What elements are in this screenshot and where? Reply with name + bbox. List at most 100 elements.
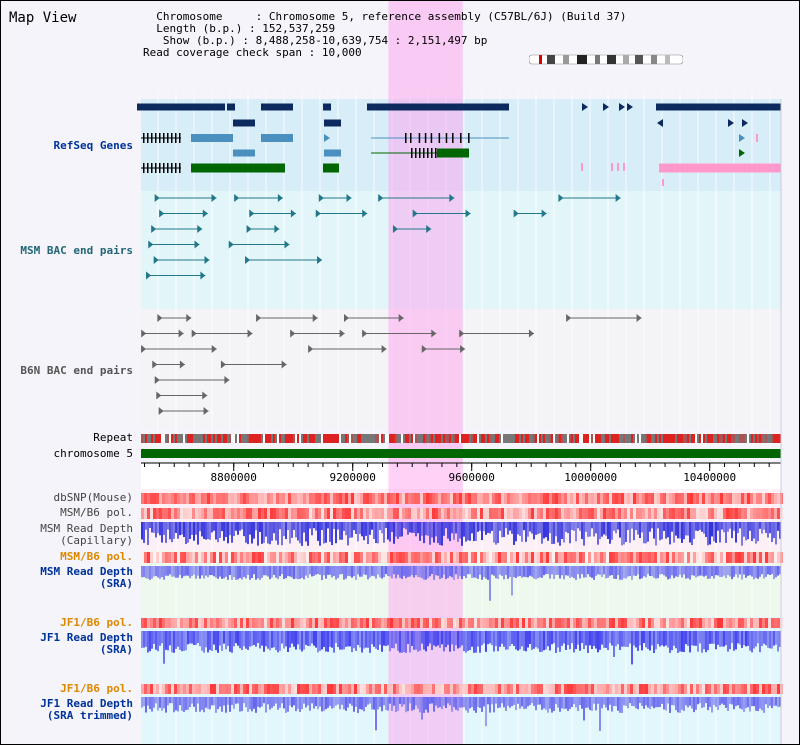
read-depth-bar [721, 522, 723, 530]
read-depth-bar [361, 631, 363, 653]
polymorphism-cell [225, 508, 228, 519]
polymorphism-cell [666, 618, 669, 628]
polymorphism-cell [528, 493, 531, 504]
read-depth-bar [571, 631, 573, 644]
read-depth-bar [685, 631, 687, 645]
read-depth-bar [449, 631, 451, 652]
polymorphism-cell [639, 552, 642, 563]
length-value: 152,537,259 [262, 22, 336, 35]
polymorphism-cell [681, 552, 684, 563]
read-depth-bar [311, 522, 313, 536]
repeat-element [415, 434, 417, 443]
read-depth-bar [239, 631, 241, 649]
chromosome-ideogram[interactable] [529, 54, 683, 65]
polymorphism-cell [360, 684, 363, 694]
polymorphism-cell [153, 508, 156, 519]
polymorphism-cell [207, 508, 210, 519]
read-depth-bar [289, 631, 291, 648]
bac-end-marker [191, 329, 197, 338]
polymorphism-cell [765, 552, 768, 563]
read-depth-bar [697, 522, 699, 531]
read-depth-bar [423, 566, 425, 580]
read-depth-bar [285, 697, 287, 713]
read-depth-bar [485, 522, 487, 535]
polymorphism-cell [645, 493, 648, 504]
polymorphism-cell [768, 618, 771, 628]
repeat-element [311, 434, 313, 443]
read-depth-bar [633, 522, 635, 541]
read-depth-bar [469, 631, 471, 651]
repeat-element [653, 434, 655, 443]
polymorphism-cell [288, 618, 291, 628]
polymorphism-cell [408, 684, 411, 694]
polymorphism-cell [702, 493, 705, 504]
read-depth-bar [723, 522, 725, 533]
read-depth-bar [685, 697, 687, 706]
read-depth-bar [571, 566, 573, 577]
read-depth-bar [331, 522, 333, 546]
polymorphism-cell [534, 552, 537, 563]
read-depth-bar [541, 566, 543, 578]
read-depth-bar [507, 566, 509, 579]
read-depth-bar [251, 697, 253, 712]
polymorphism-cell [735, 684, 738, 694]
repeat-element [657, 434, 659, 443]
read-depth-bar [229, 522, 231, 536]
polymorphism-cell [600, 508, 603, 519]
read-depth-bar [437, 697, 439, 708]
read-depth-bar [381, 697, 383, 712]
read-depth-bar [459, 522, 461, 539]
read-depth-bar [159, 631, 161, 646]
repeat-element [575, 434, 577, 443]
repeat-element [231, 434, 233, 443]
polymorphism-cell [309, 552, 312, 563]
bac-end-marker [392, 225, 398, 233]
read-depth-bar [401, 631, 403, 653]
read-depth-bar [407, 522, 409, 535]
strand-arrow [742, 119, 748, 127]
repeat-element [261, 434, 263, 443]
read-depth-bar [559, 566, 561, 579]
repeat-element [699, 434, 701, 443]
repeat-element [723, 434, 725, 443]
read-depth-bar [741, 566, 743, 580]
read-depth-bar [355, 522, 357, 534]
gene-exon [430, 133, 433, 143]
polymorphism-cell [327, 618, 330, 628]
position-axis: 8800000 9200000 9600000 10000000 10400000 [141, 462, 781, 484]
polymorphism-cell [540, 618, 543, 628]
read-depth-bar [361, 697, 363, 710]
read-depth-bar [577, 566, 579, 575]
repeat-element [727, 434, 729, 443]
read-depth-bar [345, 697, 347, 711]
read-depth-bar [389, 631, 391, 652]
bac-end-marker [378, 194, 384, 202]
track-label-jf1-depth-trimmed: JF1 Read Depth [40, 697, 133, 710]
repeat-element [413, 434, 415, 443]
read-depth-bar [375, 697, 377, 731]
bac-end-marker [290, 329, 296, 338]
read-depth-bar [319, 697, 321, 707]
gene-exon [167, 163, 169, 173]
polymorphism-cell [759, 684, 762, 694]
read-depth-bar [585, 522, 587, 532]
read-depth-bar [177, 631, 179, 647]
polymorphism-cell [762, 493, 765, 504]
read-depth-bar [555, 697, 557, 705]
polymorphism-cell [351, 508, 354, 519]
read-depth-bar [761, 566, 763, 575]
read-depth-bar [315, 631, 317, 648]
read-depth-bar [345, 566, 347, 579]
read-depth-bar [649, 631, 651, 651]
polymorphism-cell [741, 684, 744, 694]
read-depth-bar [271, 631, 273, 648]
polymorphism-cell [288, 508, 291, 519]
polymorphism-cell [147, 508, 150, 519]
msm-depth-capillary-track [141, 522, 781, 546]
read-depth-bar [179, 566, 181, 575]
polymorphism-cell [501, 618, 504, 628]
read-depth-bar [769, 631, 771, 649]
read-depth-bar [399, 522, 401, 537]
chromosome-value: Chromosome 5, reference assembly (C57BL/… [268, 10, 627, 23]
